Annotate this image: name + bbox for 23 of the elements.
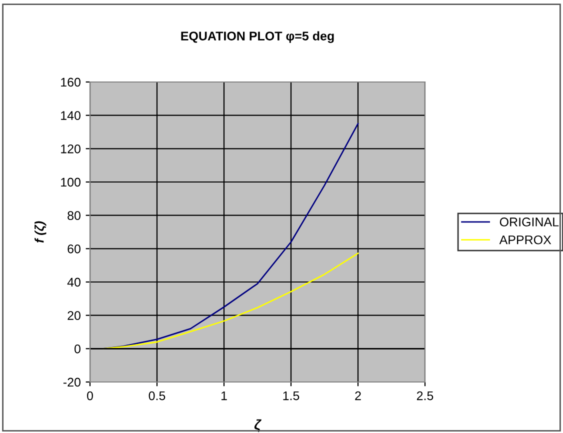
chart-title: EQUATION PLOT φ=5 deg xyxy=(181,31,334,43)
y-tick-label: 80 xyxy=(68,211,80,220)
y-tick-label: 120 xyxy=(61,144,80,154)
line-series xyxy=(102,252,359,350)
x-tick-label: 1.5 xyxy=(283,391,300,400)
y-tick-label: 40 xyxy=(67,278,80,287)
y-tick-label: 160 xyxy=(61,78,80,87)
y-tick-label: -20 xyxy=(63,378,80,387)
legend-label: APPROX xyxy=(499,235,552,244)
x-tick-label: 2 xyxy=(355,391,361,400)
x-tick-label: 0.5 xyxy=(148,391,166,400)
x-tick-label: 2.5 xyxy=(416,391,434,400)
y-tick-label: 20 xyxy=(68,311,80,320)
x-tick-label: 0 xyxy=(87,391,93,400)
line-series xyxy=(102,122,359,350)
y-tick-label: 0 xyxy=(74,344,80,354)
y-tick-label: 140 xyxy=(61,111,80,120)
y-axis-title: f (ζ) xyxy=(34,221,46,243)
y-tick-label: 100 xyxy=(61,178,80,187)
legend-label: ORIGINAL xyxy=(500,218,559,226)
x-tick-label: 1 xyxy=(221,391,227,400)
x-axis-title: ζ xyxy=(254,419,262,432)
y-tick-label: 60 xyxy=(68,244,80,254)
